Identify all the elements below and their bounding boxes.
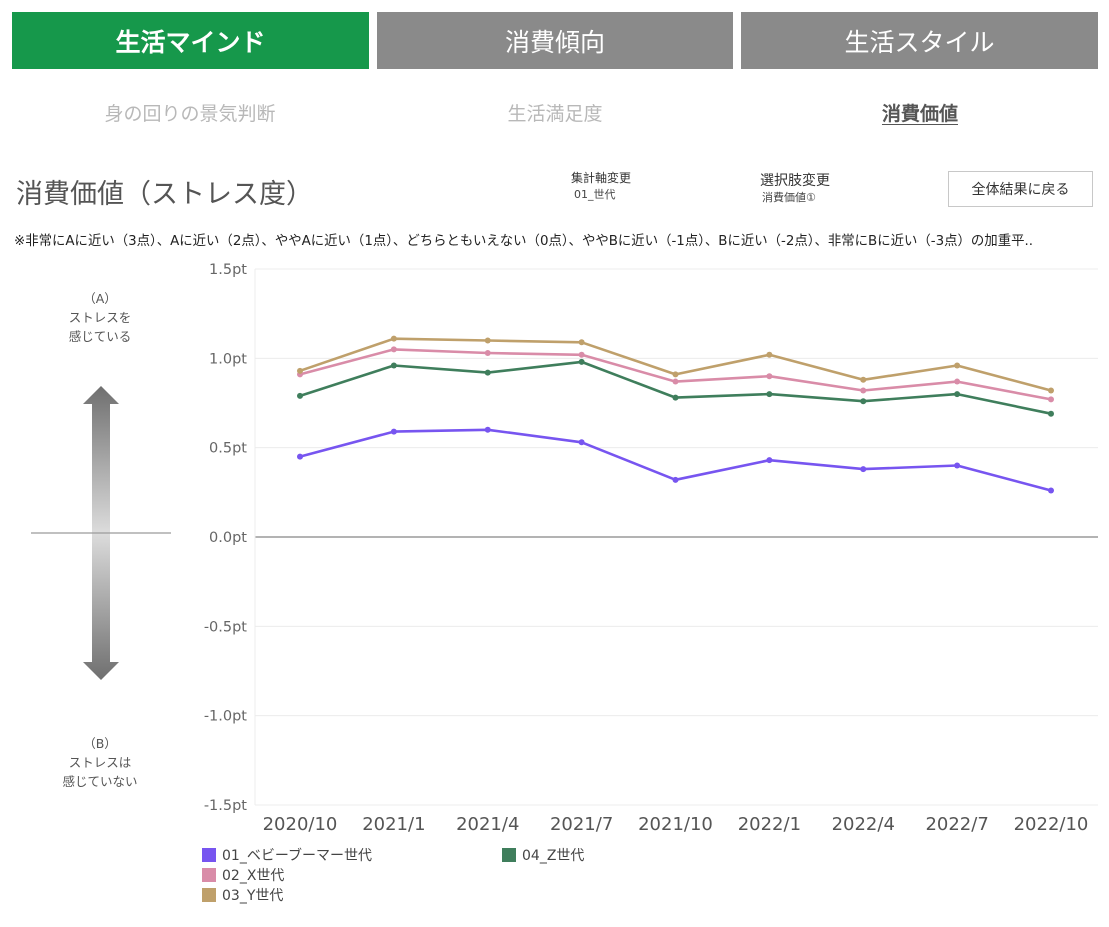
data-point[interactable]: [391, 346, 397, 352]
data-point[interactable]: [579, 352, 585, 358]
data-point[interactable]: [954, 379, 960, 385]
data-point[interactable]: [485, 370, 491, 376]
data-point[interactable]: [766, 373, 772, 379]
data-point[interactable]: [766, 391, 772, 397]
legend-label-babyboomer: 01_ベビーブーマー世代: [222, 845, 372, 865]
data-point[interactable]: [485, 350, 491, 356]
data-point[interactable]: [1048, 411, 1054, 417]
data-point[interactable]: [297, 454, 303, 460]
data-point[interactable]: [579, 359, 585, 365]
x-tick-label: 2022/10: [1014, 814, 1089, 835]
x-tick-label: 2021/1: [362, 814, 425, 835]
data-point[interactable]: [1048, 396, 1054, 402]
data-point[interactable]: [485, 427, 491, 433]
data-point[interactable]: [860, 466, 866, 472]
y-tick-label: 1.5pt: [209, 262, 247, 278]
data-point[interactable]: [485, 337, 491, 343]
data-point[interactable]: [673, 395, 679, 401]
data-point[interactable]: [860, 387, 866, 393]
data-point[interactable]: [579, 439, 585, 445]
data-point[interactable]: [1048, 387, 1054, 393]
x-tick-label: 2021/7: [550, 814, 613, 835]
legend-item-x[interactable]: 02_X世代: [202, 865, 284, 885]
data-point[interactable]: [954, 391, 960, 397]
legend-swatch-y: [202, 888, 216, 902]
legend-label-z: 04_Z世代: [522, 845, 584, 865]
data-point[interactable]: [954, 362, 960, 368]
x-tick-label: 2020/10: [263, 814, 338, 835]
y-tick-label: -0.5pt: [204, 619, 247, 635]
legend-item-z[interactable]: 04_Z世代: [502, 845, 584, 865]
y-tick-label: -1.0pt: [204, 709, 247, 725]
legend-label-x: 02_X世代: [222, 865, 284, 885]
y-tick-label: -1.5pt: [204, 798, 247, 814]
data-point[interactable]: [391, 336, 397, 342]
x-tick-label: 2021/4: [456, 814, 519, 835]
legend-swatch-z: [502, 848, 516, 862]
legend-item-babyboomer[interactable]: 01_ベビーブーマー世代: [202, 845, 372, 865]
legend-swatch-x: [202, 868, 216, 882]
x-tick-label: 2022/7: [925, 814, 988, 835]
x-tick-label: 2022/4: [832, 814, 895, 835]
data-point[interactable]: [860, 377, 866, 383]
data-point[interactable]: [673, 379, 679, 385]
x-tick-label: 2021/10: [638, 814, 713, 835]
data-point[interactable]: [860, 398, 866, 404]
data-point[interactable]: [673, 477, 679, 483]
data-point[interactable]: [297, 368, 303, 374]
legend-swatch-babyboomer: [202, 848, 216, 862]
data-point[interactable]: [766, 457, 772, 463]
y-tick-label: 0.5pt: [209, 441, 247, 457]
y-tick-label: 0.0pt: [209, 530, 247, 546]
data-point[interactable]: [1048, 488, 1054, 494]
legend-item-y[interactable]: 03_Y世代: [202, 885, 283, 905]
legend-label-y: 03_Y世代: [222, 885, 283, 905]
stress-arrow-icon: [31, 386, 171, 680]
line-chart: 1.5pt 1.0pt 0.5pt 0.0pt -0.5pt -1.0pt -1.5pt 2…: [0, 0, 1109, 927]
data-point[interactable]: [297, 393, 303, 399]
x-tick-label: 2022/1: [738, 814, 801, 835]
data-point[interactable]: [579, 339, 585, 345]
data-point[interactable]: [391, 429, 397, 435]
data-point[interactable]: [766, 352, 772, 358]
y-tick-label: 1.0pt: [209, 351, 247, 367]
data-point[interactable]: [954, 463, 960, 469]
data-point[interactable]: [391, 362, 397, 368]
data-point[interactable]: [673, 371, 679, 377]
